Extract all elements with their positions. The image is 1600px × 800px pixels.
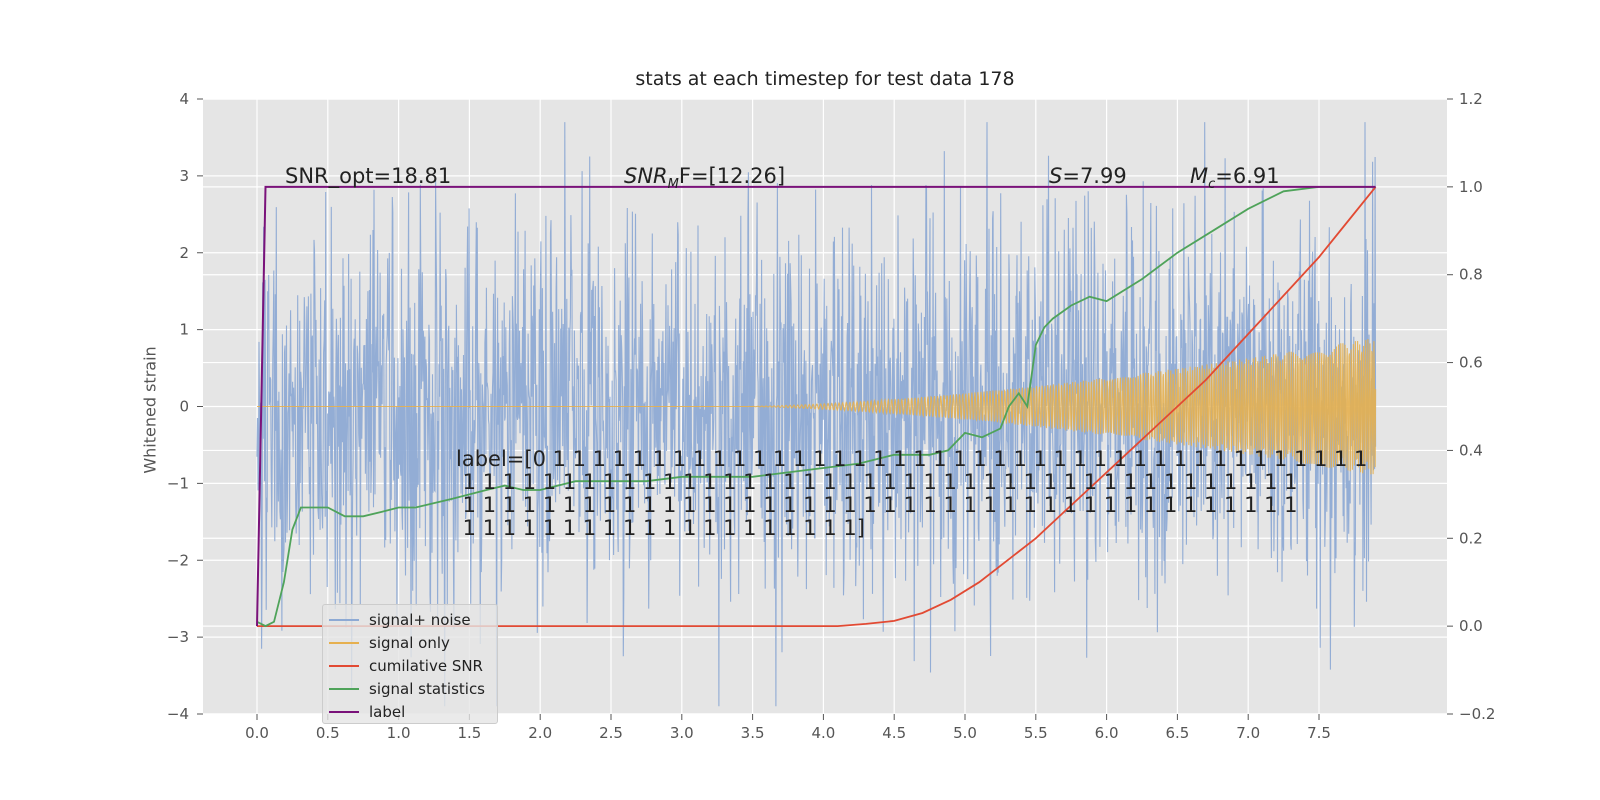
y2-tick-label: 0.8 [1459, 266, 1483, 284]
x-tick-label: 2.5 [599, 724, 623, 742]
legend-item-signal-statistics: signal statistics [329, 678, 485, 700]
series-signal-statistics [256, 186, 1376, 628]
x-tick-label: 5.0 [953, 724, 977, 742]
y2-tick-label: 1.2 [1459, 90, 1483, 108]
y2-tick-label: 1.0 [1459, 178, 1483, 196]
legend-label-cumulative-snr: cumilative SNR [369, 657, 483, 675]
y2-tick-label: 0.6 [1459, 354, 1483, 372]
x-tick-label: 4.5 [882, 724, 906, 742]
label-array-annotation: label=[0 1 1 1 1 1 1 1 1 1 1 1 1 1 1 1 1… [456, 447, 1368, 540]
legend-label-signal: signal only [369, 634, 450, 652]
y2-tick-label: 0.0 [1459, 617, 1483, 635]
legend-label-noise: signal+ noise [369, 611, 471, 629]
y-tick-label: −1 [167, 474, 189, 492]
legend-label-label: label [369, 703, 406, 721]
legend-swatch-label [329, 711, 359, 713]
legend-item-label: label [329, 701, 405, 723]
y-tick-label: −3 [167, 628, 189, 646]
x-tick-label: 0.0 [245, 724, 269, 742]
x-tick-label: 7.5 [1307, 724, 1331, 742]
series-signal-only [257, 338, 1377, 475]
y2-tick-label: 0.4 [1459, 441, 1483, 459]
mc-annotation: Mc=6.91 [1190, 164, 1280, 193]
x-tick-label: 3.5 [741, 724, 765, 742]
legend-item-signal: signal only [329, 632, 450, 654]
x-tick-label: 7.0 [1236, 724, 1260, 742]
legend-swatch-noise [329, 619, 359, 621]
legend-item-cumulative-snr: cumilative SNR [329, 655, 483, 677]
y-tick-label: −4 [167, 705, 189, 723]
series-cumulative-snr [257, 186, 1377, 627]
x-tick-label: 4.0 [811, 724, 835, 742]
x-tick-label: 2.0 [528, 724, 552, 742]
y-tick-label: −2 [167, 551, 189, 569]
legend-label-signal-statistics: signal statistics [369, 680, 486, 698]
legend-item-noise: signal+ noise [329, 609, 471, 631]
x-tick-label: 6.0 [1095, 724, 1119, 742]
y-tick-label: 1 [179, 321, 189, 339]
s-annotation: S=7.99 [1049, 164, 1127, 188]
x-tick-label: 1.0 [387, 724, 411, 742]
y-tick-label: 4 [179, 90, 189, 108]
legend-swatch-signal-statistics [329, 688, 359, 690]
x-tick-label: 6.5 [1165, 724, 1189, 742]
legend: signal+ noise signal only cumilative SNR… [322, 604, 498, 724]
y-axis-label: Whitened strain [140, 346, 160, 474]
y2-tick-label: 0.2 [1459, 529, 1483, 547]
x-tick-label: 1.5 [457, 724, 481, 742]
snr-mf-annotation: SNRMF=[12.26] [624, 164, 786, 193]
series-label [256, 185, 1376, 627]
legend-swatch-cumulative-snr [329, 665, 359, 667]
x-tick-label: 3.0 [670, 724, 694, 742]
y-tick-label: 2 [179, 244, 189, 262]
y-tick-label: 0 [179, 398, 189, 416]
legend-swatch-signal [329, 642, 359, 644]
y2-tick-label: −0.2 [1459, 705, 1495, 723]
snr-opt-annotation: SNR_opt=18.81 [285, 164, 452, 188]
y-tick-label: 3 [179, 167, 189, 185]
x-tick-label: 5.5 [1024, 724, 1048, 742]
series-signal-noise [256, 122, 1377, 707]
chart-title: stats at each timestep for test data 178 [635, 68, 1015, 90]
x-tick-label: 0.5 [316, 724, 340, 742]
